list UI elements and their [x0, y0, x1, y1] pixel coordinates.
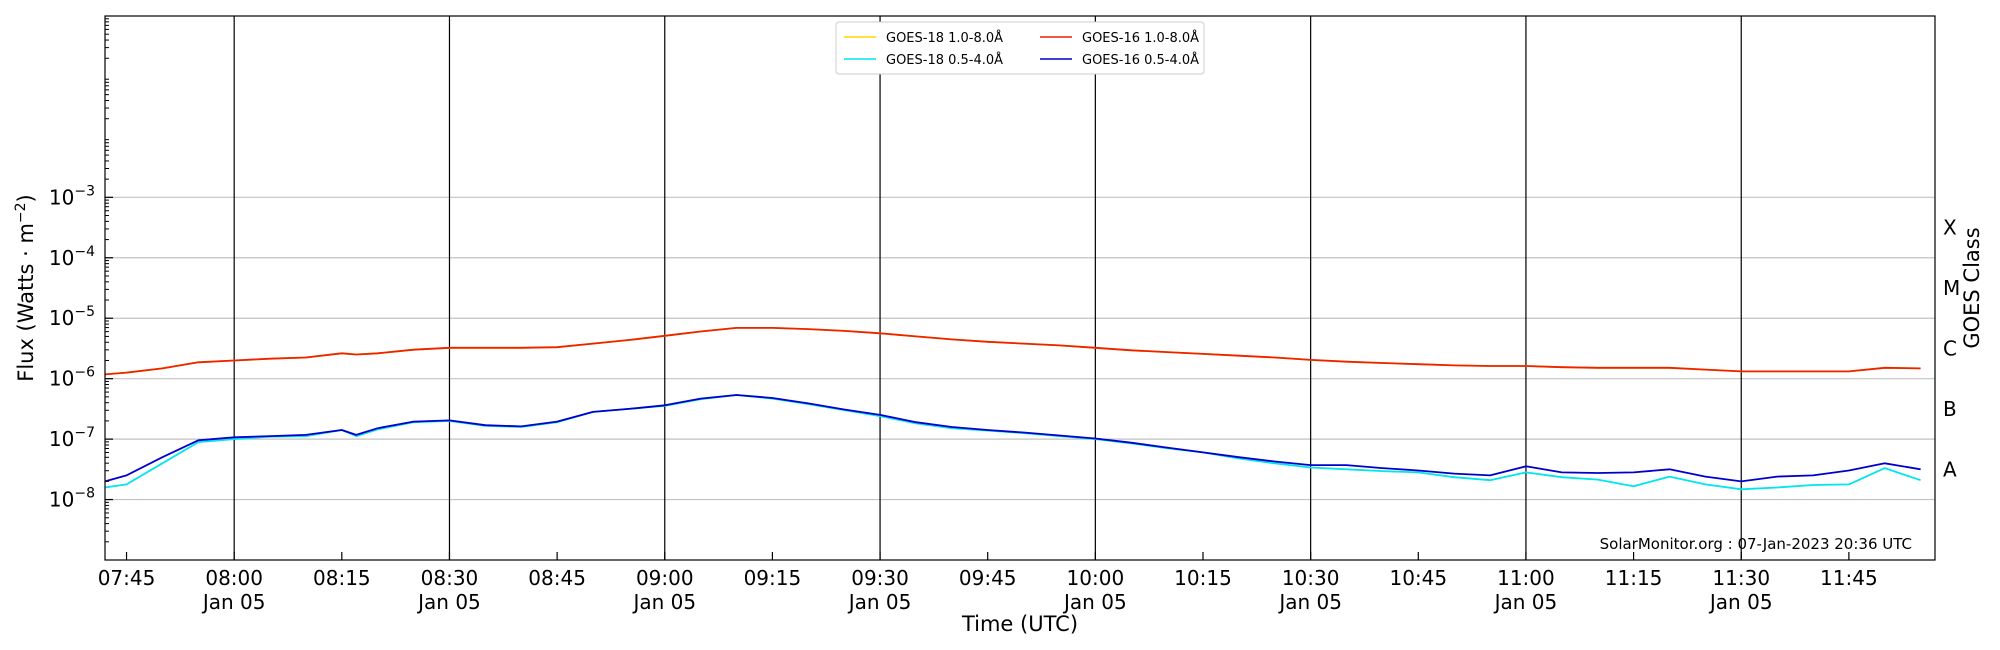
x-tick-label: 10:45	[1389, 566, 1447, 590]
right-axis-title: GOES Class	[1960, 227, 1984, 348]
series-line	[104, 394, 1921, 491]
x-tick-date: Jan 05	[1708, 590, 1773, 614]
grid-layer	[105, 196, 1935, 501]
legend-label: GOES-16 1.0-8.0Å	[1082, 30, 1199, 46]
y-tick-label: 10−7	[49, 425, 95, 451]
x-tick-label: 09:45	[959, 566, 1017, 590]
series-line	[104, 394, 1921, 483]
x-tick-label: 10:30	[1282, 566, 1340, 590]
x-tick-date: Jan 05	[416, 590, 481, 614]
y-tick-label: 10−5	[49, 304, 95, 330]
y-axis-title: Flux (Watts · m−2)	[13, 194, 38, 382]
x-tick-label: 11:00	[1497, 566, 1555, 590]
goes-class-label: A	[1943, 457, 1957, 481]
y-tick-label: 10−8	[49, 486, 95, 512]
y-tick-base: 10	[49, 185, 74, 209]
credit-text: SolarMonitor.org : 07-Jan-2023 20:36 UTC	[1600, 535, 1912, 553]
series-layer	[104, 326, 1921, 491]
legend-label: GOES-18 0.5-4.0Å	[886, 52, 1003, 68]
x-tick-label: 11:15	[1605, 566, 1663, 590]
x-tick-label: 07:45	[98, 566, 156, 590]
y-tick-base: 10	[49, 488, 74, 512]
y-tick-base: 10	[49, 306, 74, 330]
y-tick-base: 10	[49, 367, 74, 391]
y-tick-label: 10−4	[49, 244, 95, 270]
x-tick-label: 09:15	[744, 566, 802, 590]
x-tick-label: 08:00	[205, 566, 263, 590]
y-tick-label: 10−3	[49, 183, 95, 209]
y-axis-title-close: )	[14, 194, 38, 202]
y-tick-power: −7	[74, 425, 95, 441]
x-tick-date: Jan 05	[631, 590, 696, 614]
y-axis-title-superscript: −2	[13, 202, 29, 223]
y-tick-power: −6	[74, 365, 95, 381]
y-tick-base: 10	[49, 246, 74, 270]
x-tick-label: 11:45	[1820, 566, 1878, 590]
time-grid-lines	[233, 16, 1742, 560]
x-tick-label: 11:30	[1712, 566, 1770, 590]
plot-frame	[104, 15, 1936, 561]
x-tick-label: 10:00	[1067, 566, 1125, 590]
x-tick-date: Jan 05	[1277, 590, 1342, 614]
x-tick-label: 08:30	[421, 566, 479, 590]
x-tick-label: 08:45	[528, 566, 586, 590]
x-tick-date: Jan 05	[1493, 590, 1558, 614]
y-tick-label: 10−6	[49, 365, 95, 391]
y-axis-title-main: Flux (Watts · m	[14, 223, 38, 382]
legend-label: GOES-16 0.5-4.0Å	[1082, 52, 1199, 68]
goes-class-axis: A B C M X	[1943, 216, 1960, 482]
legend-label: GOES-18 1.0-8.0Å	[886, 30, 1003, 46]
y-tick-power: −4	[74, 244, 95, 260]
goes-class-label: M	[1943, 276, 1960, 300]
series-line	[104, 326, 1921, 376]
legend-frame	[835, 21, 1205, 75]
y-tick-base: 10	[49, 427, 74, 451]
x-tick-label: 09:00	[636, 566, 694, 590]
y-tick-power: −3	[74, 183, 95, 199]
y-axis-ticks: 10−310−410−510−610−710−8	[49, 18, 113, 543]
legend: GOES-18 1.0-8.0Å GOES-18 0.5-4.0Å GOES-16 …	[835, 21, 1205, 75]
goes-class-label: B	[1943, 397, 1957, 421]
goes-class-label: C	[1943, 336, 1957, 360]
x-tick-label: 10:15	[1174, 566, 1232, 590]
goes-class-label: X	[1943, 216, 1957, 240]
y-tick-power: −8	[74, 486, 95, 502]
x-tick-date: Jan 05	[1062, 590, 1127, 614]
x-tick-label: 08:15	[313, 566, 371, 590]
x-axis-title: Time (UTC)	[961, 612, 1078, 636]
x-tick-date: Jan 05	[847, 590, 912, 614]
x-tick-label: 09:30	[851, 566, 909, 590]
y-tick-power: −5	[74, 304, 95, 320]
x-tick-date: Jan 05	[201, 590, 266, 614]
